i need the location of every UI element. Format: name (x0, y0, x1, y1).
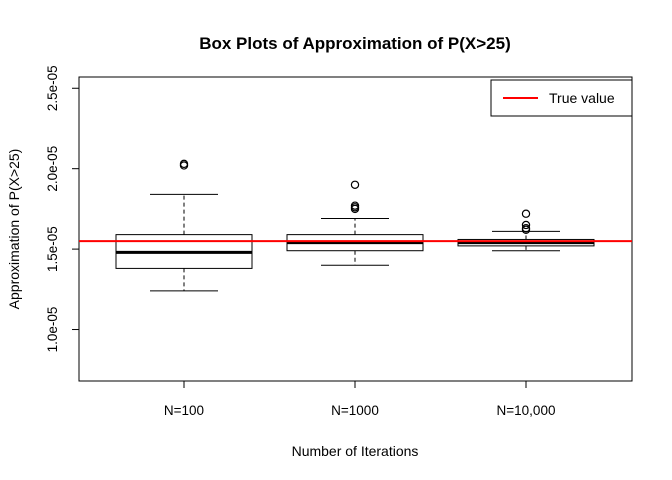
y-tick-label: 2.0e-05 (45, 146, 60, 192)
y-tick-label: 2.5e-05 (45, 65, 60, 111)
x-tick-label: N=10,000 (497, 403, 556, 418)
outlier-point (350, 180, 360, 189)
boxes-layer (115, 159, 595, 292)
x-axis: N=100 N=1000 N=10,000 (164, 380, 556, 418)
legend: True value (490, 79, 633, 117)
x-tick-label: N=1000 (331, 403, 379, 418)
y-axis-label: Approximation of P(X>25) (6, 149, 22, 310)
box-3 (457, 209, 595, 252)
plot-frame (78, 76, 633, 382)
y-tick-label: 1.5e-05 (45, 226, 60, 272)
box-2 (286, 180, 424, 266)
y-tick-label: 1.0e-05 (45, 307, 60, 353)
outlier-point (179, 161, 189, 170)
outlier-point (521, 209, 531, 218)
outlier-point (521, 220, 531, 230)
box-1 (115, 159, 253, 292)
outlier-point (521, 225, 531, 235)
outlier-point (350, 204, 360, 214)
chart-title: Box Plots of Approximation of P(X>25) (199, 34, 511, 53)
legend-label-true-value: True value (549, 90, 615, 106)
y-axis: 1.0e-05 1.5e-05 2.0e-05 2.5e-05 (45, 65, 80, 353)
x-tick-label: N=100 (164, 403, 204, 418)
x-axis-label: Number of Iterations (292, 443, 419, 459)
